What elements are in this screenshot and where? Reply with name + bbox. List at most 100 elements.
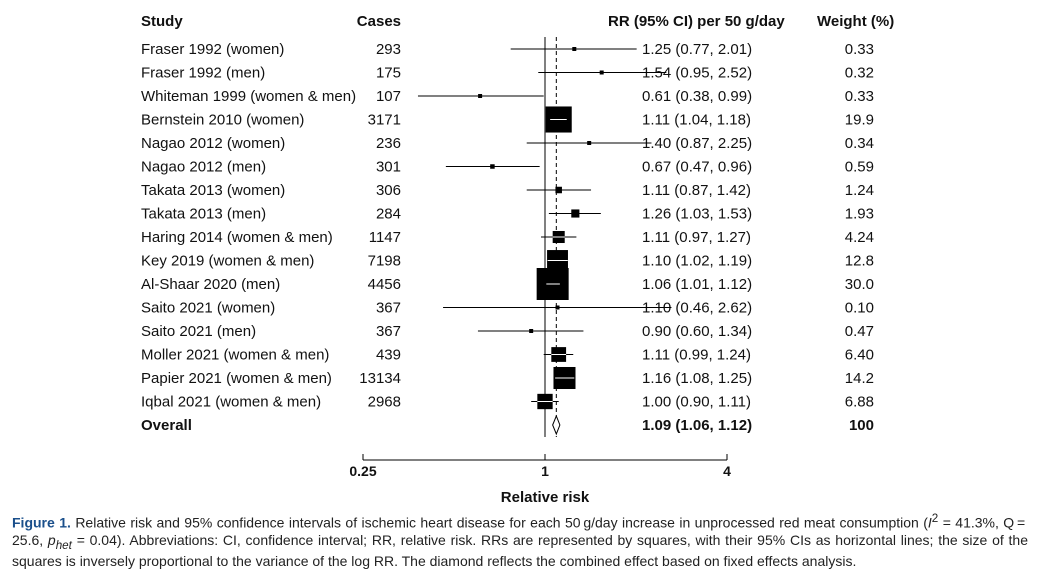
caption-text-2: = 0.04). Abbreviations: CI, confidence i… [12,531,1028,570]
x-axis-title: Relative risk [501,489,590,506]
figure-caption: Figure 1. Relative risk and 95% confiden… [12,510,1028,570]
x-tick-label: 0.25 [349,463,376,479]
study-label: Bernstein 2010 (women) [141,112,304,129]
header-rr: RR (95% CI) per 50 g/day [608,13,785,30]
weight-square [587,141,592,145]
rr-ci-value: 1.10 (1.02, 1.19) [642,253,752,270]
weight-square [572,47,577,51]
rr-ci-value: 1.00 (0.90, 1.11) [642,394,751,411]
study-row: Nagao 2012 (women) 236 1.40 (0.87, 2.25) 0.… [141,135,874,152]
overall-row: Overall 1.09 (1.06, 1.12) 100 [141,414,874,436]
study-row: Fraser 1992 (men) 175 1.54 (0.95, 2.52) 0.3… [141,65,874,82]
cases-value: 1147 [369,229,401,246]
weight-value: 0.10 [845,300,874,317]
study-row: Takata 2013 (women) 306 1.11 (0.87, 1.42) 1… [141,182,874,199]
cases-value: 236 [376,135,401,152]
study-label: Takata 2013 (women) [141,182,285,199]
p-subscript: het [55,538,72,552]
weight-value: 0.47 [845,323,874,340]
study-rows: Fraser 1992 (women) 293 1.25 (0.77, 2.01) 0… [141,41,874,436]
cases-value: 293 [376,41,401,58]
rr-ci-value: 1.10 (0.46, 2.62) [642,300,752,317]
cases-value: 2968 [368,394,401,411]
cases-value: 175 [376,65,401,82]
x-tick-label: 1 [541,463,549,479]
study-row: Bernstein 2010 (women) 3171 1.11 (1.04, 1.… [141,106,874,133]
weight-value: 1.24 [845,182,874,199]
study-row: Iqbal 2021 (women & men) 2968 1.00 (0.90, … [141,394,874,411]
weight-value: 0.59 [845,159,874,176]
study-row: Papier 2021 (women & men) 13134 1.16 (1.08… [141,366,874,390]
study-label: Saito 2021 (women) [141,300,275,317]
caption-text-1: Relative risk and 95% confidence interva… [70,514,928,531]
i-squared-superscript: 2 [931,512,939,525]
weight-value: 0.34 [845,135,874,152]
weight-value: 19.9 [845,112,874,129]
weight-value: 0.33 [845,88,874,105]
x-axis: 0.25 1 4 [349,454,731,479]
rr-ci-value: 1.16 (1.08, 1.25) [642,370,752,387]
cases-value: 3171 [368,112,401,129]
rr-ci-value: 0.90 (0.60, 1.34) [642,323,752,340]
study-row: Al-Shaar 2020 (men) 4456 1.06 (1.01, 1.12)… [141,268,874,300]
header-study: Study [141,13,183,30]
weight-value: 14.2 [845,370,874,387]
weight-value: 0.32 [845,65,874,82]
caption-i2-value: = 41.3%, Q = 25.6, [12,514,1028,548]
weight-value: 0.33 [845,41,874,58]
weight-value: 1.93 [845,206,874,223]
cases-value: 367 [376,323,401,340]
i-squared-symbol: I [927,514,932,531]
cases-value: 7198 [368,253,401,270]
study-label: Moller 2021 (women & men) [141,347,329,364]
study-label: Al-Shaar 2020 (men) [141,276,280,293]
rr-ci-value: 1.11 (0.97, 1.27) [642,229,751,246]
study-row: Saito 2021 (women) 367 1.10 (0.46, 2.62) 0.… [141,300,874,317]
cases-value: 367 [376,300,401,317]
study-row: Key 2019 (women & men) 7198 1.10 (1.02, 1.… [141,250,874,271]
figure-label: Figure 1. [12,514,71,531]
weight-value: 6.40 [845,347,874,364]
overall-diamond [552,414,561,436]
weight-value: 4.24 [845,229,874,246]
rr-ci-value: 0.67 (0.47, 0.96) [642,159,752,176]
header-weight: Weight (%) [817,13,894,30]
weight-square [571,209,580,218]
study-label: Nagao 2012 (men) [141,159,266,176]
rr-ci-value: 1.06 (1.01, 1.12) [642,276,752,293]
study-label: Nagao 2012 (women) [141,135,285,152]
weight-square [555,186,562,194]
overall-rr-ci-value: 1.09 (1.06, 1.12) [642,417,752,434]
cases-value: 301 [376,159,401,176]
rr-ci-value: 1.11 (0.87, 1.42) [642,182,751,199]
cases-value: 306 [376,182,401,199]
rr-ci-value: 1.11 (0.99, 1.24) [642,347,751,364]
p-symbol: p [47,531,56,548]
weight-square [599,70,604,75]
study-label: Takata 2013 (men) [141,206,266,223]
rr-ci-value: 0.61 (0.38, 0.99) [642,88,752,105]
study-label: Haring 2014 (women & men) [141,229,333,246]
study-label: Key 2019 (women & men) [141,253,314,270]
weight-square [529,328,534,334]
cases-value: 284 [376,206,401,223]
study-label: Whiteman 1999 (women & men) [141,88,356,105]
x-tick-label: 4 [723,463,731,479]
cases-value: 107 [376,88,401,105]
study-label: Saito 2021 (men) [141,323,256,340]
weight-square [478,94,483,98]
study-row: Fraser 1992 (women) 293 1.25 (0.77, 2.01) 0… [141,41,874,58]
weight-value: 30.0 [845,276,874,293]
weight-value: 6.88 [845,394,874,411]
rr-ci-value: 1.25 (0.77, 2.01) [642,41,752,58]
study-label: Fraser 1992 (women) [141,41,284,58]
rr-ci-value: 1.54 (0.95, 2.52) [642,65,752,82]
study-row: Haring 2014 (women & men) 1147 1.11 (0.97,… [141,229,874,246]
weight-square [555,305,560,310]
study-row: Takata 2013 (men) 284 1.26 (1.03, 1.53) 1.9… [141,206,874,223]
study-label: Fraser 1992 (men) [141,65,265,82]
weight-square [490,164,495,169]
cases-value: 439 [376,347,401,364]
rr-ci-value: 1.11 (1.04, 1.18) [642,112,751,129]
